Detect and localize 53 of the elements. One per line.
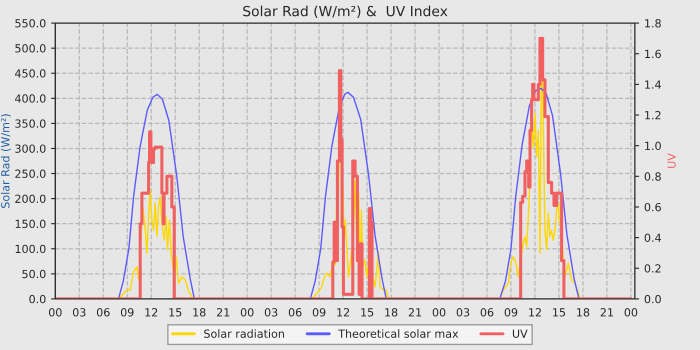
x-tick-label: 00	[624, 308, 638, 317]
y-tick-label: 450.0	[15, 69, 46, 78]
y2-tick-label: 0.0	[644, 294, 661, 304]
x-tick-label: 09	[120, 308, 134, 317]
x-tick-label: 21	[216, 308, 230, 316]
x-tick-label: 21	[408, 308, 422, 316]
x-tick-label: 00	[48, 308, 62, 317]
legend-label: UV	[512, 330, 528, 338]
y2-tick-label: 0.6	[644, 202, 661, 212]
x-tick-label: 21	[600, 308, 613, 316]
y-tick-label: 300.0	[15, 144, 46, 153]
x-tick-label: 03	[72, 308, 86, 317]
y-tick-label: 100.0	[16, 244, 46, 254]
legend-label: Solar radiation	[204, 329, 284, 338]
chart-title: Solar Rad (W/m²) & UV Index	[243, 6, 448, 18]
x-tick-label: 03	[264, 308, 278, 317]
y-tick-label: 400.0	[15, 94, 46, 103]
y-axis-title: Solar Rad (W/m²)	[0, 114, 11, 208]
x-tick-label: 18	[577, 308, 590, 317]
x-tick-label: 15	[553, 308, 566, 317]
legend-label: Theoretical solar max	[338, 329, 458, 338]
y2-tick-label: 1.2	[645, 111, 660, 120]
y-tick-label: 350.0	[15, 119, 46, 128]
x-tick-label: 18	[193, 308, 206, 317]
x-tick-label: 06	[480, 308, 494, 317]
y2-tick-label: 1.0	[645, 142, 661, 150]
y-tick-label: 200.0	[15, 194, 46, 203]
x-tick-label: 06	[288, 308, 302, 317]
y2-tick-label: 1.8	[645, 19, 661, 28]
y-tick-label: 500.0	[15, 44, 46, 53]
y-tick-label: 550.0	[15, 19, 46, 28]
x-tick-label: 09	[312, 308, 326, 317]
x-tick-label: 15	[361, 308, 374, 317]
x-tick-label: 12	[337, 308, 350, 316]
x-tick-label: 00	[240, 308, 254, 317]
x-tick-label: 09	[504, 308, 518, 317]
y2-tick-label: 1.6	[645, 50, 661, 58]
x-tick-label: 06	[96, 308, 110, 317]
x-tick-label: 15	[169, 308, 182, 317]
y2-tick-label: 0.2	[644, 264, 660, 273]
y-tick-label: 50.0	[22, 270, 46, 278]
y2-axis-title: UV	[667, 153, 676, 168]
y2-tick-label: 1.4	[645, 80, 661, 89]
y-tick-label: 150.0	[16, 220, 46, 228]
x-tick-label: 12	[529, 308, 541, 316]
y2-tick-label: 0.8	[644, 172, 661, 181]
y-tick-label: 250.0	[15, 170, 46, 178]
y2-tick-label: 0.4	[644, 234, 661, 242]
x-tick-label: 18	[385, 308, 398, 317]
x-tick-label: 03	[456, 308, 470, 317]
y-tick-label: 0.0	[29, 294, 46, 304]
x-tick-label: 12	[145, 308, 158, 316]
x-tick-label: 00	[432, 308, 446, 317]
